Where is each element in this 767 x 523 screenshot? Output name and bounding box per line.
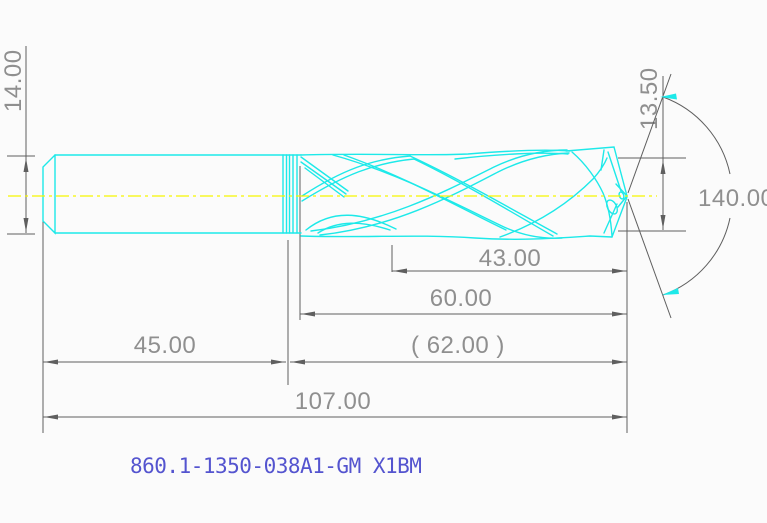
point-facet-line (600, 149, 605, 171)
dim-drill-diameter: 13.50 (618, 67, 686, 232)
angle-leg-upper (627, 73, 672, 194)
dim-label-overall-length: 107.00 (295, 388, 371, 415)
angle-arc-lower (662, 217, 731, 296)
point-top-inner (607, 151, 622, 192)
flute-helix (343, 154, 507, 231)
arrowhead-right (612, 414, 626, 420)
flute-gash-loop (305, 214, 397, 231)
dim-label-flute-length: 60.00 (430, 285, 493, 312)
drill-flutes (300, 149, 613, 240)
arrowhead-left (44, 414, 58, 420)
drill-point (565, 146, 628, 238)
dim-label-drill-diameter: 13.50 (636, 67, 663, 130)
flute-helix (499, 157, 608, 238)
flute-helix (332, 154, 563, 239)
arrowhead-left (393, 268, 407, 274)
point-bottom-inner (603, 203, 618, 234)
flute-gash-loop (317, 222, 391, 234)
dim-label-step-length: 43.00 (479, 245, 542, 272)
arrowhead-down (23, 218, 29, 232)
dim-shank-diameter: 14.00 (0, 46, 35, 235)
angle-arc-upper (662, 96, 731, 175)
dim-flute-length-ref: ( 62.00 ) (290, 332, 627, 365)
flute-helix (571, 151, 613, 237)
flute-helix (310, 149, 568, 232)
drill-shank (42, 154, 302, 235)
flute-helix (301, 158, 415, 202)
dim-overall-length: 107.00 (43, 388, 627, 420)
arrowhead-right (612, 311, 626, 317)
arrowhead-arc-bottom (662, 288, 679, 295)
flute-gash (304, 167, 345, 198)
dim-label-shank-length: 45.00 (134, 332, 197, 359)
dim-label-flute-length-ref: ( 62.00 ) (411, 332, 505, 359)
arrowhead-right (612, 268, 626, 274)
dim-flute-length: 60.00 (300, 285, 627, 317)
point-top-facet (565, 146, 628, 197)
dim-shank-length: 45.00 (43, 332, 286, 365)
flute-gash (300, 156, 349, 192)
arrowhead-down (660, 215, 666, 229)
flute-helix (301, 155, 411, 197)
shank-left-face (42, 154, 56, 235)
drill-geometry (42, 146, 628, 240)
dim-label-shank-diameter: 14.00 (0, 49, 27, 112)
arrowhead-up (660, 160, 666, 174)
arrowhead-left (301, 311, 315, 317)
part-number: 860.1-1350-038A1-GM X1BM (130, 454, 421, 478)
flute-top-edge (300, 149, 571, 156)
dim-step-length: 43.00 (392, 245, 627, 274)
flute-helix (413, 158, 554, 237)
angle-leg-lower (627, 198, 672, 319)
arrowhead-right (612, 359, 626, 365)
arrowhead-left (44, 359, 58, 365)
arrowhead-up (23, 158, 29, 172)
extension-lines (42, 166, 628, 433)
dim-point-angle: 140.00 (627, 73, 767, 319)
point-bottom-facet (611, 196, 628, 238)
flute-gash (300, 161, 347, 195)
dim-label-point-angle: 140.00 (698, 185, 767, 212)
arrowhead-right (271, 359, 285, 365)
arrowhead-left (291, 359, 305, 365)
arrowhead-arc-top (660, 93, 677, 100)
flute-bottom-edge (300, 235, 613, 240)
coolant-hole (605, 199, 619, 215)
